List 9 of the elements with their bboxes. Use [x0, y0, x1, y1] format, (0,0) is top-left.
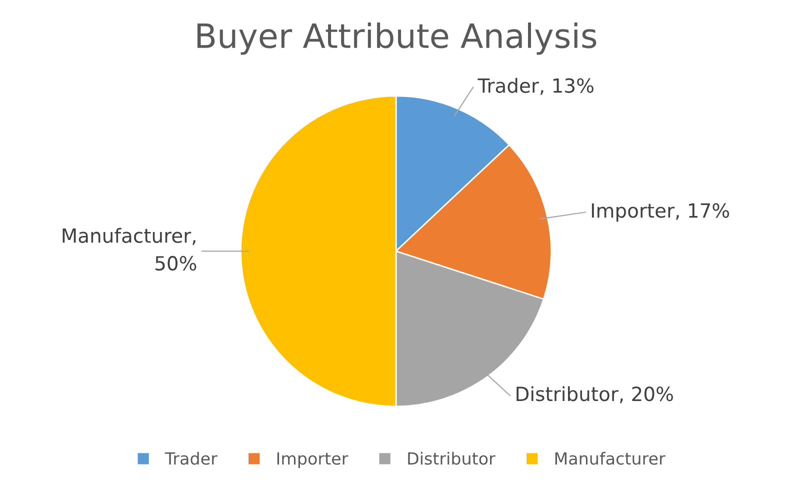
legend-label: Manufacturer — [555, 452, 666, 465]
data-label: Manufacturer, 50% — [62, 228, 196, 271]
data-label: Importer, 17% — [592, 203, 730, 222]
legend-label: Distributor — [408, 452, 496, 465]
chart-title: Buyer Attribute Analysis — [197, 22, 596, 55]
data-label: Trader, 13% — [478, 78, 594, 95]
legend-label: Trader — [164, 452, 218, 465]
legend-label: Importer — [277, 452, 348, 468]
data-label: Distributor, 20% — [516, 386, 673, 404]
